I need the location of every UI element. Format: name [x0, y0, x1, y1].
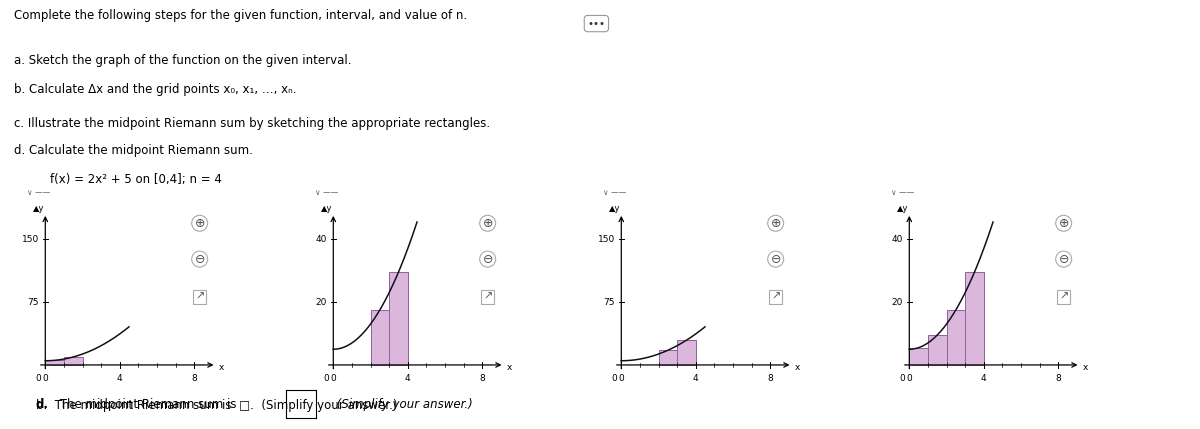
- Text: ⊕: ⊕: [770, 217, 781, 230]
- Text: ⊖: ⊖: [194, 253, 205, 266]
- Text: ∨ ——: ∨ ——: [890, 188, 914, 197]
- Text: x: x: [218, 363, 223, 372]
- Text: •••: •••: [588, 18, 606, 29]
- Text: ⊖: ⊖: [1058, 253, 1069, 266]
- Bar: [64, 357, 83, 365]
- Text: 4: 4: [980, 374, 986, 383]
- Text: x: x: [506, 363, 511, 372]
- Text: ▲y: ▲y: [322, 204, 332, 213]
- Text: d.: d.: [36, 398, 49, 411]
- Bar: [965, 272, 984, 365]
- Text: ⊕: ⊕: [1058, 217, 1069, 230]
- Text: 20: 20: [316, 298, 326, 307]
- Text: 0: 0: [611, 374, 617, 383]
- Bar: [910, 347, 928, 365]
- Text: 8: 8: [1055, 374, 1061, 383]
- Text: ▲y: ▲y: [610, 204, 620, 213]
- Text: f(x) = 2x² + 5 on [0,4]; n = 4: f(x) = 2x² + 5 on [0,4]; n = 4: [50, 173, 222, 186]
- Text: d. Calculate the midpoint Riemann sum.: d. Calculate the midpoint Riemann sum.: [14, 144, 253, 157]
- Text: b. Calculate Δx and the grid points x₀, x₁, …, xₙ.: b. Calculate Δx and the grid points x₀, …: [14, 83, 296, 96]
- Text: ↗: ↗: [482, 292, 492, 302]
- Text: x: x: [1082, 363, 1087, 372]
- Text: ∨ ——: ∨ ——: [602, 188, 626, 197]
- Text: 150: 150: [598, 235, 614, 244]
- Text: ∨ ——: ∨ ——: [314, 188, 338, 197]
- Text: 4: 4: [692, 374, 698, 383]
- Text: 0: 0: [899, 374, 905, 383]
- Bar: [947, 310, 965, 365]
- Bar: [659, 350, 677, 365]
- Text: 0: 0: [330, 374, 336, 383]
- Text: 75: 75: [604, 298, 614, 307]
- Text: x: x: [794, 363, 799, 372]
- Text: 0: 0: [906, 374, 912, 383]
- Text: 0: 0: [35, 374, 41, 383]
- Text: ⊖: ⊖: [482, 253, 493, 266]
- Bar: [928, 335, 947, 365]
- Text: (Simplify your answer.): (Simplify your answer.): [318, 398, 473, 411]
- Text: 0: 0: [42, 374, 48, 383]
- Bar: [389, 272, 408, 365]
- Text: 150: 150: [22, 235, 38, 244]
- Text: ▲y: ▲y: [34, 204, 44, 213]
- Text: ⊖: ⊖: [770, 253, 781, 266]
- Text: c. Illustrate the midpoint Riemann sum by sketching the appropriate rectangles.: c. Illustrate the midpoint Riemann sum b…: [14, 117, 491, 130]
- Text: 20: 20: [892, 298, 902, 307]
- Text: ⊕: ⊕: [194, 217, 205, 230]
- Text: ∨ ——: ∨ ——: [26, 188, 50, 197]
- Text: a. Sketch the graph of the function on the given interval.: a. Sketch the graph of the function on t…: [14, 54, 352, 67]
- Text: 75: 75: [28, 298, 38, 307]
- Text: ⊕: ⊕: [482, 217, 493, 230]
- Bar: [371, 310, 389, 365]
- Text: ↗: ↗: [770, 292, 780, 302]
- Text: ▲y: ▲y: [898, 204, 908, 213]
- Bar: [677, 340, 696, 365]
- Text: 40: 40: [316, 235, 326, 244]
- Text: 0: 0: [618, 374, 624, 383]
- Text: 0: 0: [323, 374, 329, 383]
- Text: 8: 8: [479, 374, 485, 383]
- Text: ↗: ↗: [194, 292, 204, 302]
- Text: 4: 4: [404, 374, 410, 383]
- Text: 8: 8: [191, 374, 197, 383]
- Text: Complete the following steps for the given function, interval, and value of n.: Complete the following steps for the giv…: [14, 9, 468, 22]
- Text: b.  The midpoint Riemann sum is  □.  (Simplify your answer.): b. The midpoint Riemann sum is □. (Simpl…: [36, 399, 397, 412]
- Text: ↗: ↗: [1058, 292, 1068, 302]
- Text: 4: 4: [116, 374, 122, 383]
- Text: 40: 40: [892, 235, 902, 244]
- Text: The midpoint Riemann sum is: The midpoint Riemann sum is: [56, 398, 236, 411]
- Text: 8: 8: [767, 374, 773, 383]
- Bar: [46, 360, 64, 365]
